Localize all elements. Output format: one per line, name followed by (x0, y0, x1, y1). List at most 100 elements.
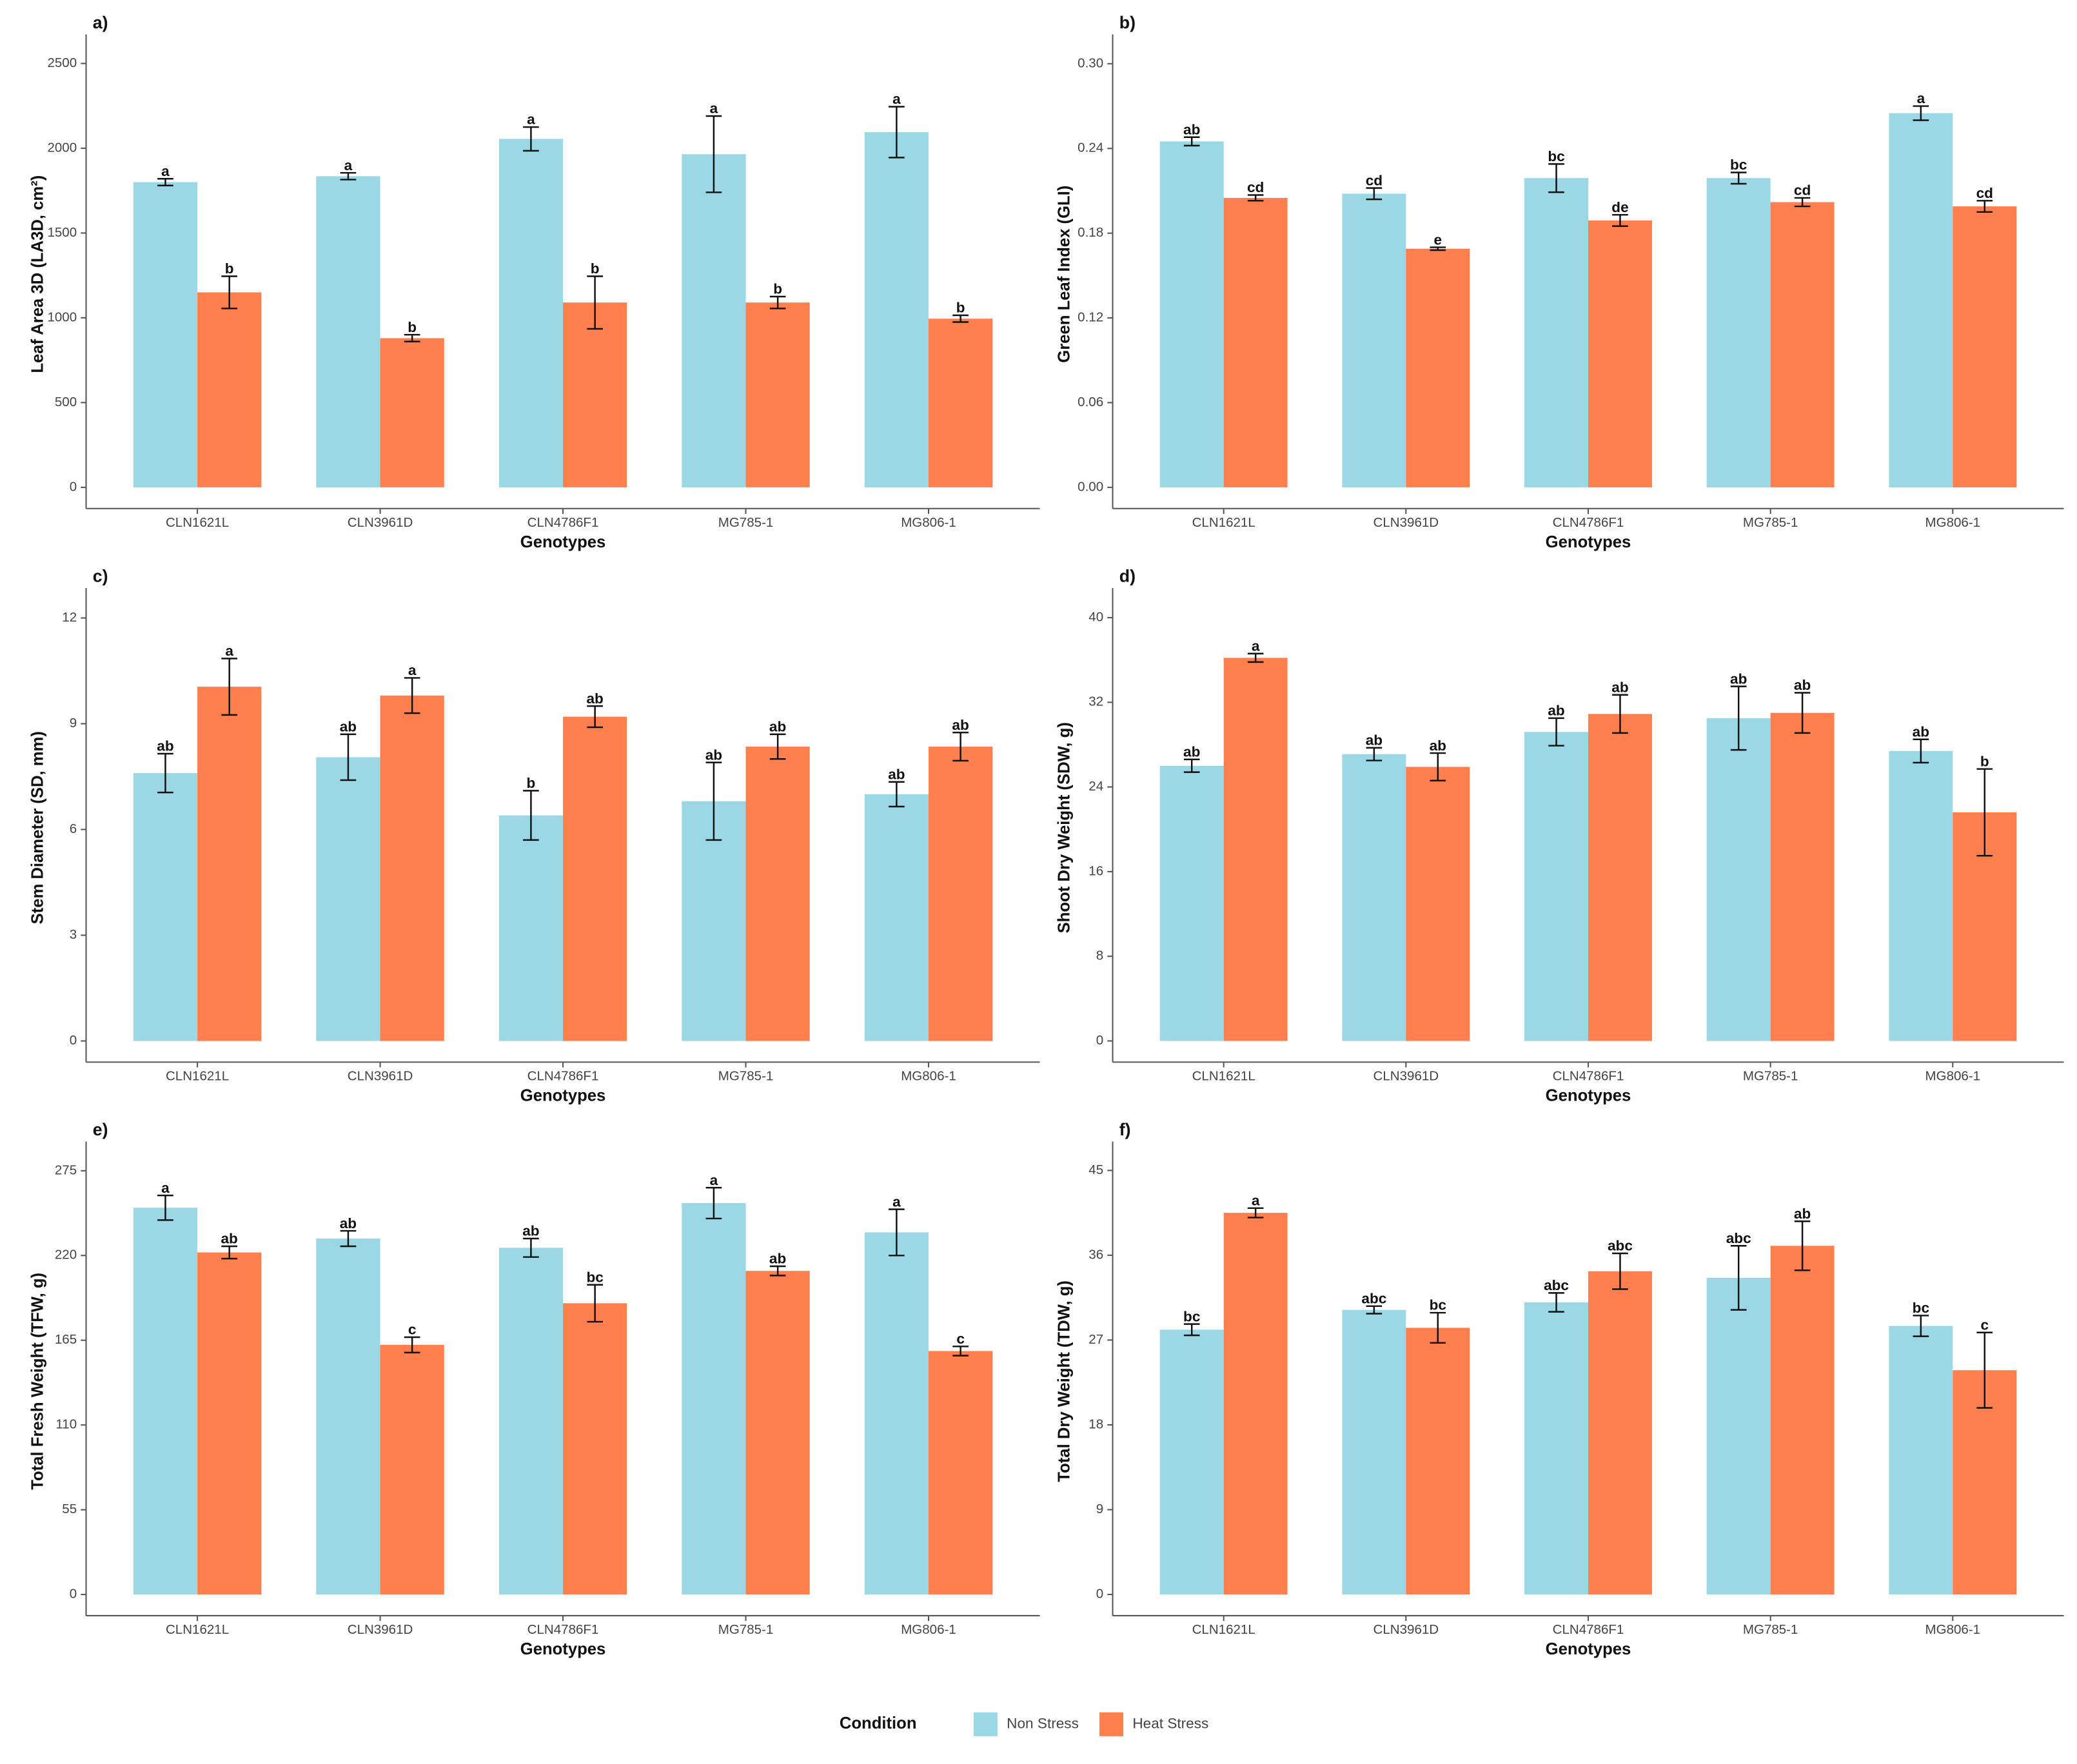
bar (929, 318, 993, 487)
panel-label: f) (1119, 1120, 1131, 1139)
y-tick-label: 275 (55, 1162, 77, 1177)
y-tick-label: 165 (55, 1332, 77, 1347)
bar (1223, 1213, 1288, 1595)
bar (380, 1344, 444, 1595)
y-tick-label: 110 (55, 1417, 77, 1432)
error-bar (1730, 172, 1747, 185)
bar (563, 1303, 627, 1595)
x-axis-title: Genotypes (1546, 533, 1631, 551)
error-bar (1913, 738, 1929, 764)
y-tick-label: 0.12 (1078, 310, 1103, 325)
error-bar (221, 658, 238, 716)
bar (1159, 1329, 1224, 1595)
bar (197, 687, 262, 1041)
error-bar (157, 1194, 173, 1221)
y-axis-title: Leaf Area 3D (LA3D, cm²) (28, 175, 46, 373)
bar (1953, 206, 2017, 487)
x-tick-label: CLN4786F1 (1553, 1068, 1624, 1083)
significance-letter: cd (1976, 185, 1993, 201)
error-bar (157, 178, 173, 187)
y-tick-label: 36 (1088, 1247, 1103, 1262)
bar (682, 801, 746, 1041)
y-tick-label: 27 (1088, 1332, 1103, 1347)
significance-letter: ab (1366, 732, 1383, 749)
bar (1223, 658, 1288, 1041)
x-tick-label: CLN1621L (166, 515, 229, 530)
bar (316, 176, 380, 487)
significance-letter: ab (221, 1231, 238, 1247)
error-bar (523, 126, 539, 152)
x-tick-label: CLN4786F1 (527, 1068, 599, 1083)
significance-letter: bc (586, 1269, 603, 1285)
error-bar (1548, 1292, 1564, 1313)
significance-letter: ab (1611, 679, 1628, 695)
bar (1588, 220, 1652, 487)
error-bar (1548, 717, 1564, 747)
bar (929, 1351, 993, 1595)
y-tick-label: 1000 (47, 309, 77, 324)
error-bar (1976, 768, 1993, 857)
significance-letter: cd (1247, 179, 1264, 195)
x-tick-label: CLN4786F1 (1553, 515, 1624, 530)
bar (1770, 712, 1835, 1041)
bar (1770, 202, 1835, 487)
bar (1159, 141, 1224, 487)
y-tick-label: 0 (1096, 1033, 1103, 1048)
significance-letter: b (527, 775, 536, 791)
bar (1524, 732, 1588, 1041)
error-bar (1730, 685, 1747, 751)
significance-letter: abc (1361, 1291, 1386, 1307)
y-tick-label: 0.00 (1078, 479, 1103, 494)
error-bar (1247, 194, 1264, 202)
x-tick-label: MG806-1 (1925, 1068, 1981, 1083)
y-tick-label: 3 (70, 927, 77, 942)
y-tick-label: 0 (70, 1033, 77, 1048)
error-bar (404, 1336, 420, 1354)
bar (133, 1208, 198, 1595)
significance-letter: a (710, 101, 718, 117)
bar (1588, 714, 1652, 1041)
significance-letter: de (1611, 199, 1628, 215)
bar (133, 182, 198, 487)
error-bar (1247, 652, 1264, 663)
legend-swatch (973, 1712, 998, 1736)
error-bar (952, 1346, 969, 1357)
error-bar (340, 733, 357, 781)
bar (745, 747, 810, 1041)
bar (316, 757, 380, 1041)
legend-label: Non Stress (1007, 1715, 1079, 1731)
significance-letter: ab (340, 719, 357, 735)
significance-letter: a (892, 91, 901, 107)
y-tick-label: 1500 (47, 225, 77, 240)
y-tick-label: 0 (70, 1587, 77, 1602)
error-bar (587, 1284, 603, 1323)
bar (1406, 1328, 1470, 1595)
y-tick-label: 8 (1096, 948, 1103, 963)
y-tick-label: 0.18 (1078, 225, 1103, 240)
error-bar (1366, 1305, 1383, 1315)
error-bar (1183, 1323, 1200, 1337)
error-bar (404, 677, 420, 714)
x-tick-label: MG785-1 (1743, 1622, 1798, 1637)
bar (745, 302, 810, 487)
significance-letter: ab (1794, 1206, 1811, 1222)
significance-letter: e (1434, 231, 1442, 248)
x-tick-label: MG806-1 (1925, 515, 1981, 530)
y-tick-label: 220 (55, 1248, 77, 1262)
significance-letter: ab (1913, 723, 1929, 740)
significance-letter: cd (1366, 172, 1383, 188)
x-tick-label: MG806-1 (901, 515, 956, 530)
error-bar (769, 733, 786, 760)
significance-letter: bc (1183, 1308, 1200, 1324)
error-bar (1612, 213, 1628, 227)
x-tick-label: MG785-1 (1743, 515, 1798, 530)
y-tick-label: 0 (1096, 1586, 1103, 1601)
y-tick-label: 45 (1088, 1162, 1103, 1177)
significance-letter: a (344, 157, 353, 173)
x-tick-label: MG785-1 (718, 515, 774, 530)
x-axis-title: Genotypes (1546, 1640, 1631, 1658)
y-tick-label: 9 (1096, 1502, 1103, 1516)
y-tick-label: 0.30 (1078, 55, 1103, 70)
bar (380, 695, 444, 1041)
